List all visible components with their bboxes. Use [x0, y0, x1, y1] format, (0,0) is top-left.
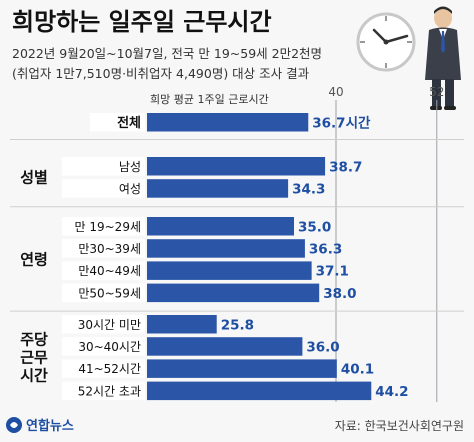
- bar: [147, 179, 289, 198]
- category-label: 52시간 초과: [78, 384, 141, 398]
- bar-row: 30시간 미만 25.8: [62, 315, 254, 334]
- data-label: 44.2: [375, 384, 408, 400]
- reference-lines: 40 52: [328, 85, 444, 402]
- bar-row: 만50~59세 38.0: [62, 283, 357, 303]
- data-label: 36.0: [306, 339, 339, 355]
- category-label: 만40~49세: [78, 264, 141, 278]
- category-label: 30시간 미만: [78, 318, 141, 332]
- category-label: 전체: [117, 115, 141, 131]
- category-label-box: [62, 261, 145, 280]
- bar-row: 여성 34.3: [62, 179, 325, 198]
- subtitle-line-1: 2022년 9월20일~10월7일, 전국 만 19~59세 2만2천명: [12, 46, 322, 61]
- bar-row: 30~40시간 36.0: [62, 337, 340, 356]
- category-label-box: [62, 315, 145, 334]
- logo-text: 연합뉴스: [26, 418, 74, 434]
- bar: [147, 381, 372, 401]
- group-label: 성별: [20, 168, 48, 186]
- category-label: 만 19~29세: [75, 220, 142, 234]
- reference-line-label: 52: [429, 85, 444, 99]
- group-label: 주당: [20, 331, 48, 349]
- data-label: 25.8: [221, 317, 254, 333]
- yonhap-logo: 연합뉴스: [6, 417, 74, 434]
- category-label-box: [62, 217, 145, 236]
- subtitle-line-2: (취업자 1만7,510명·비취업자 4,490명) 대상 조사 결과: [12, 66, 310, 81]
- group-label: 시간: [20, 367, 48, 385]
- data-label: 36.3: [309, 241, 342, 257]
- category-label-box: [62, 239, 145, 258]
- bar: [147, 337, 303, 356]
- bar: [147, 315, 217, 334]
- bar: [147, 157, 326, 176]
- series-label: 희망 평균 1주일 근로시간: [150, 92, 269, 106]
- bar-row: 전체 36.7시간: [90, 113, 371, 132]
- bar: [147, 113, 309, 132]
- category-label-box: [62, 283, 145, 303]
- category-label-box: [62, 381, 145, 401]
- bar: [147, 261, 312, 280]
- category-label: 만50~59세: [78, 286, 141, 300]
- category-label-box: [62, 179, 145, 198]
- category-label: 30~40시간: [78, 340, 141, 354]
- category-label-box: [62, 359, 145, 378]
- bar-row: 만 19~29세 35.0: [62, 217, 331, 236]
- data-label: 40.1: [341, 362, 374, 378]
- bar-row: 41~52시간 40.1: [62, 359, 374, 378]
- category-label-box: [62, 157, 145, 176]
- page-title: 희망하는 일주일 근무시간: [12, 8, 272, 36]
- data-label: 35.0: [298, 219, 331, 235]
- data-label: 38.0: [323, 286, 356, 302]
- bar-row: 만40~49세 37.1: [62, 261, 349, 280]
- category-label: 41~52시간: [78, 362, 141, 376]
- source-text: 자료: 한국보건사회연구원: [335, 419, 464, 433]
- bar: [147, 239, 305, 258]
- bar: [147, 359, 337, 378]
- businessman-icon: [425, 6, 461, 110]
- bar-row: 남성 38.7: [62, 157, 362, 176]
- category-label: 여성: [119, 182, 141, 196]
- bar: [147, 283, 320, 303]
- data-label: 38.7: [329, 159, 362, 175]
- data-label: 36.7시간: [312, 114, 371, 131]
- bar-row: 만30~39세 36.3: [62, 239, 342, 258]
- bar: [147, 217, 294, 236]
- bar-row: 52시간 초과 44.2: [62, 381, 409, 401]
- reference-line-label: 40: [328, 85, 343, 99]
- category-label: 남성: [119, 160, 141, 174]
- category-label-box: [62, 337, 145, 356]
- group-label: 연령: [20, 251, 48, 269]
- clock-icon: [356, 12, 416, 72]
- data-label: 37.1: [316, 264, 349, 280]
- category-label: 만30~39세: [78, 242, 141, 256]
- category-label-box: [90, 113, 145, 132]
- data-label: 34.3: [292, 181, 325, 197]
- group-label: 근무: [20, 349, 48, 367]
